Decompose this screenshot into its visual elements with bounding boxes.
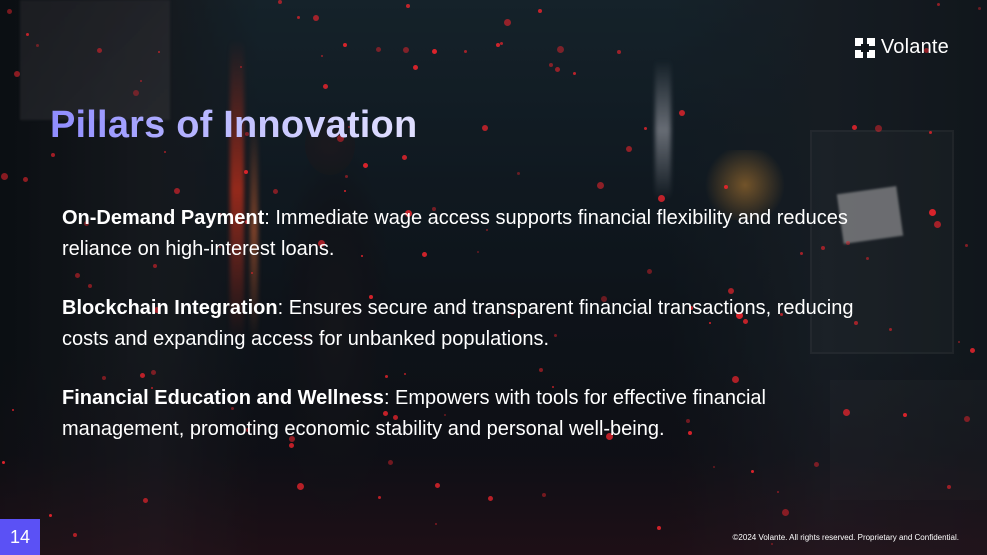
particle-dot (402, 155, 407, 160)
particle-dot (657, 526, 661, 530)
particle-dot (644, 127, 647, 130)
particle-dot (158, 51, 160, 53)
particle-dot (771, 543, 773, 545)
particle-dot (777, 491, 779, 493)
particle-dot (573, 72, 576, 75)
particle-dot (947, 485, 951, 489)
particle-dot (164, 151, 166, 153)
particle-dot (903, 413, 907, 417)
particle-dot (658, 195, 665, 202)
particle-dot (297, 16, 300, 19)
pillars-list: On-Demand Payment: Immediate wage access… (62, 203, 882, 473)
page-number-badge: 14 (0, 519, 40, 555)
particle-dot (140, 80, 142, 82)
particle-dot (26, 33, 29, 36)
copyright-footer: ©2024 Volante. All rights reserved. Prop… (732, 533, 959, 542)
particle-dot (482, 125, 488, 131)
particle-dot (14, 71, 20, 77)
particle-dot (435, 483, 440, 488)
particle-dot (549, 63, 553, 67)
particle-dot (343, 43, 347, 47)
brand-logo: Volante (854, 36, 949, 59)
particle-dot (557, 46, 564, 53)
brand-name: Volante (880, 36, 949, 58)
particle-dot (679, 110, 685, 116)
pillar-description: : Empowers with tools for effective fina… (62, 387, 766, 440)
particle-dot (538, 9, 542, 13)
particle-dot (432, 49, 437, 54)
pillar-heading: Blockchain Integration (62, 297, 278, 319)
particle-dot (435, 523, 437, 525)
pillar-heading: Financial Education and Wellness (62, 387, 384, 409)
particle-dot (313, 15, 319, 21)
particle-dot (51, 153, 55, 157)
particle-dot (964, 416, 970, 422)
particle-dot (504, 19, 511, 26)
particle-dot (49, 514, 52, 517)
particle-dot (464, 50, 467, 53)
slide-title: Pillars of Innovation (50, 104, 418, 146)
pillar-heading: On-Demand Payment (62, 207, 265, 229)
background-sign-left (20, 0, 170, 120)
background-neon-light (655, 60, 671, 200)
particle-dot (937, 3, 940, 6)
particle-dot (403, 47, 409, 53)
particle-dot (1, 173, 8, 180)
particle-dot (889, 328, 892, 331)
pillar-description: : Ensures secure and transparent financi… (62, 297, 854, 350)
particle-dot (323, 84, 328, 89)
particle-dot (965, 244, 968, 247)
particle-dot (496, 43, 500, 47)
particle-dot (378, 496, 381, 499)
particle-dot (617, 50, 621, 54)
particle-dot (958, 341, 960, 343)
volante-logo-icon (854, 37, 875, 58)
particle-dot (406, 4, 410, 8)
particle-dot (363, 163, 368, 168)
particle-dot (875, 125, 882, 132)
particle-dot (97, 48, 102, 53)
particle-dot (244, 170, 248, 174)
particle-dot (978, 7, 981, 10)
particle-dot (297, 483, 304, 490)
particle-dot (345, 175, 348, 178)
particle-dot (597, 182, 604, 189)
pillar-item: On-Demand Payment: Immediate wage access… (62, 203, 882, 265)
particle-dot (626, 146, 632, 152)
particle-dot (852, 125, 857, 130)
particle-dot (36, 44, 39, 47)
pillar-item: Blockchain Integration: Ensures secure a… (62, 293, 882, 355)
particle-dot (929, 209, 936, 216)
particle-dot (344, 190, 346, 192)
pillar-description: : Immediate wage access supports financi… (62, 207, 848, 260)
particle-dot (488, 496, 493, 501)
particle-dot (278, 0, 282, 4)
particle-dot (2, 461, 5, 464)
particle-dot (376, 47, 381, 52)
particle-dot (73, 533, 77, 537)
particle-dot (321, 55, 323, 57)
particle-dot (413, 65, 418, 70)
particle-dot (273, 189, 278, 194)
particle-dot (12, 409, 14, 411)
particle-dot (517, 172, 520, 175)
particle-dot (240, 66, 242, 68)
particle-dot (542, 493, 546, 497)
particle-dot (174, 188, 180, 194)
particle-dot (929, 131, 932, 134)
particle-dot (970, 348, 975, 353)
particle-dot (782, 509, 789, 516)
particle-dot (23, 177, 28, 182)
particle-dot (133, 90, 139, 96)
particle-dot (500, 42, 503, 45)
pillar-item: Financial Education and Wellness: Empowe… (62, 383, 882, 445)
particle-dot (7, 9, 12, 14)
particle-dot (555, 67, 560, 72)
particle-dot (934, 221, 941, 228)
particle-dot (724, 185, 728, 189)
particle-dot (143, 498, 148, 503)
